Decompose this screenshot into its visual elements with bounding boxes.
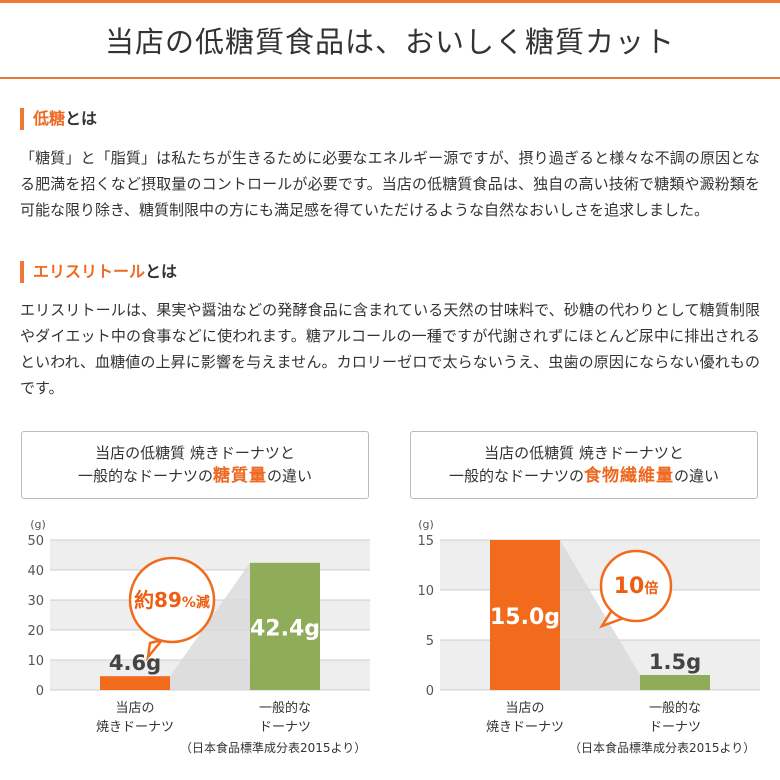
chart-title-prefix: 一般的なドーナツの: [448, 467, 584, 485]
chart-title-box-fiber: 当店の低糖質 焼きドーナツと 一般的なドーナツの食物繊維量の違い: [410, 431, 758, 499]
y-tick-label: 10: [417, 584, 434, 599]
x-category-label: ドーナツ: [649, 720, 701, 735]
chart-title-emphasis: 糖質量: [213, 466, 267, 486]
chart-title-line2: 一般的なドーナツの糖質量の違い: [22, 465, 368, 488]
section-title-highlight: 低糖: [33, 109, 66, 128]
data-label: 15.0g: [490, 605, 560, 630]
chart-title-box-sugar: 当店の低糖質 焼きドーナツと 一般的なドーナツの糖質量の違い: [21, 431, 369, 499]
section-text-erythritol: エリスリトールは、果実や醤油などの発酵食品に含まれている天然の甘味料で、砂糖の代…: [20, 301, 760, 397]
chart-title-emphasis: 食物繊維量: [584, 466, 674, 486]
x-category-label: 一般的な: [649, 700, 701, 716]
callout-circle: [128, 556, 216, 644]
x-category-label: ドーナツ: [259, 720, 311, 735]
x-category-label: 当店の: [115, 701, 154, 716]
y-tick-label: 50: [27, 534, 44, 549]
chart-title-prefix: 一般的なドーナツの: [77, 467, 213, 485]
chart-title-line2: 一般的なドーナツの食物繊維量の違い: [411, 465, 757, 488]
x-category-label: 焼きドーナツ: [96, 720, 174, 735]
bar: [490, 540, 560, 690]
y-tick-label: 0: [36, 684, 44, 699]
callout-circle: [599, 549, 673, 623]
grid-band: [50, 540, 370, 570]
callout-value: 約89: [134, 588, 182, 612]
y-tick-label: 15: [417, 534, 434, 549]
section-title-highlight: エリスリトール: [33, 262, 146, 281]
y-tick-label: 30: [27, 594, 44, 609]
callout-suffix: %減: [182, 594, 210, 611]
callout-tail: [146, 637, 166, 662]
y-tick-label: 40: [27, 564, 44, 579]
chart-title-suffix: の違い: [267, 467, 313, 485]
page-title: 当店の低糖質食品は、おいしく糖質カット: [104, 25, 675, 59]
data-label: 4.6g: [109, 651, 161, 675]
callout-text: 約89%減: [134, 588, 210, 612]
y-tick-label: 0: [426, 684, 434, 699]
y-tick-label: 5: [426, 634, 434, 649]
x-category-label: 一般的な: [259, 700, 311, 716]
bar: [640, 675, 710, 690]
bar: [250, 562, 320, 690]
source-note-sugar: （日本食品標準成分表2015より）: [180, 741, 367, 755]
connector-wedge: [170, 562, 250, 690]
chart-title-suffix: の違い: [674, 467, 720, 485]
page-header: 当店の低糖質食品は、おいしく糖質カット: [0, 0, 780, 79]
section-text-low-sugar: 「糖質」と「脂質」は私たちが生きるために必要なエネルギー源ですが、摂り過ぎると様…: [20, 149, 760, 219]
y-unit-label: (g): [418, 518, 434, 531]
y-tick-label: 10: [27, 654, 44, 669]
section-title-suffix: とは: [145, 262, 178, 281]
data-label: 42.4g: [250, 616, 320, 641]
callout-suffix: 倍: [644, 580, 658, 597]
section-title-low-sugar: 低糖とは: [20, 108, 97, 130]
callout-value: 10: [614, 574, 645, 599]
section-title-erythritol: エリスリトールとは: [20, 261, 177, 283]
bar: [100, 676, 170, 690]
source-note-fiber: （日本食品標準成分表2015より）: [569, 741, 756, 755]
chart-title-line1: 当店の低糖質 焼きドーナツと: [95, 444, 295, 462]
y-unit-label: (g): [30, 518, 46, 531]
section-title-suffix: とは: [65, 109, 98, 128]
y-tick-label: 20: [27, 624, 44, 639]
callout-text: 10倍: [614, 574, 659, 599]
x-category-label: 当店の: [505, 701, 544, 716]
connector-wedge: [560, 540, 640, 690]
data-label: 1.5g: [649, 650, 701, 674]
x-category-label: 焼きドーナツ: [486, 720, 564, 735]
chart-title-line1: 当店の低糖質 焼きドーナツと: [484, 444, 684, 462]
